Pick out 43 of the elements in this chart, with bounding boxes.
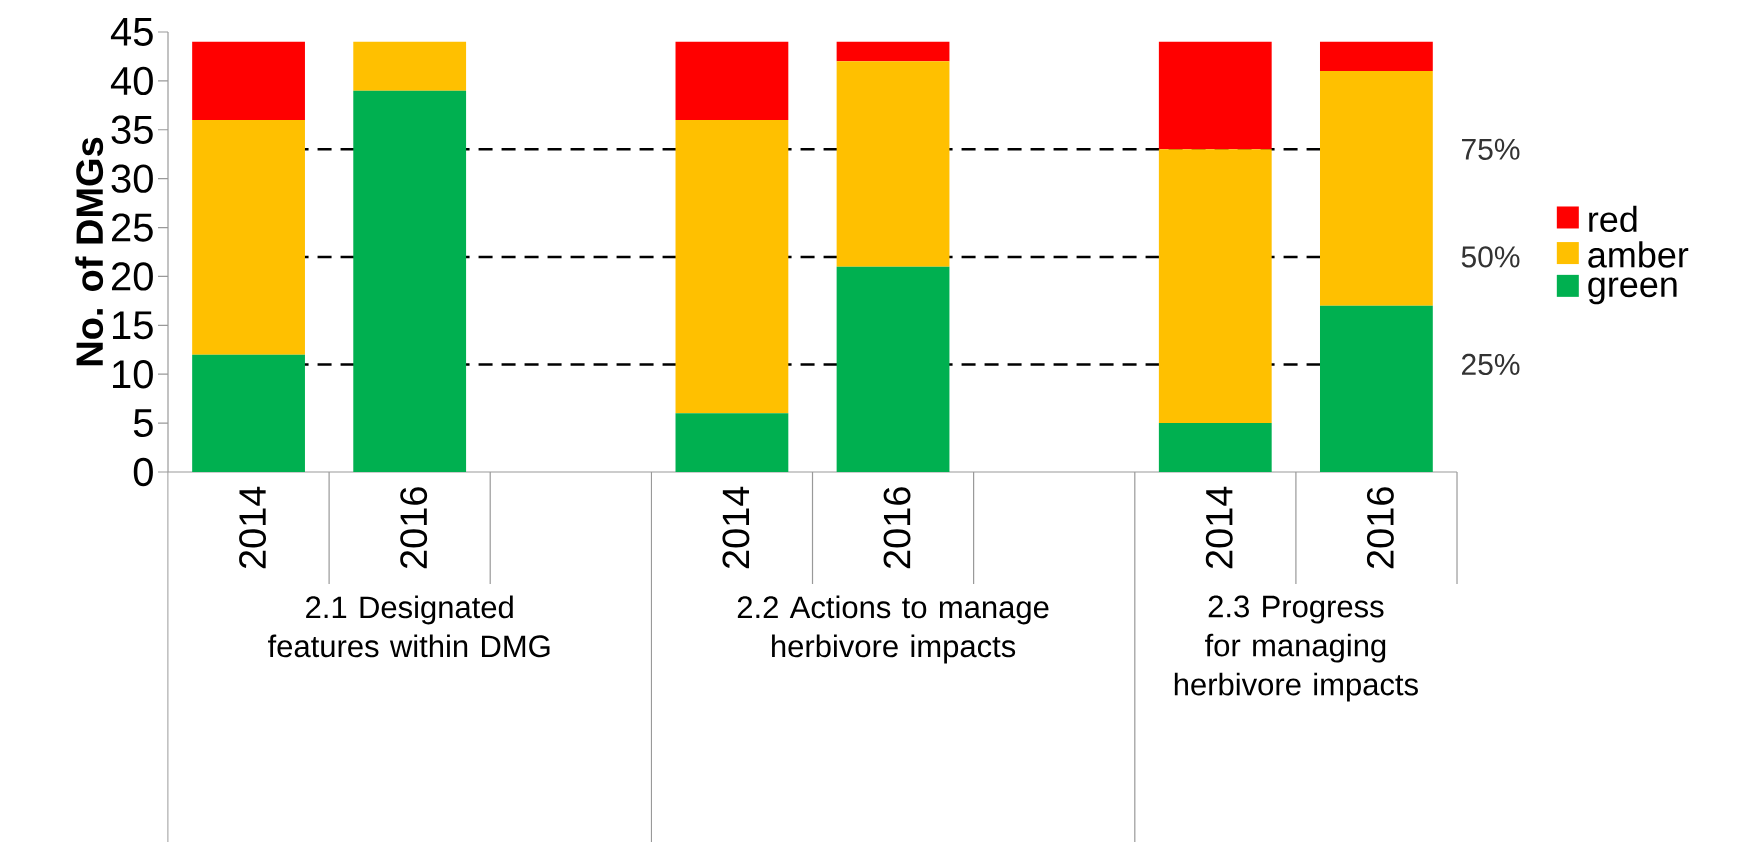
x-tick-label: 2016	[400, 487, 428, 569]
text: 50%	[1461, 246, 1520, 268]
y-tick-label: 25	[111, 213, 153, 242]
x-tick-label: 2014	[722, 486, 750, 569]
x-tick-label: 2014	[1205, 486, 1233, 569]
bar	[192, 120, 305, 355]
x-tick-label: 2014	[239, 486, 267, 569]
bar	[1319, 305, 1433, 473]
x-tick-label: 2016	[1366, 487, 1394, 569]
bar	[1319, 71, 1433, 306]
y-tick-label: 15	[113, 311, 153, 340]
y-tick-label: 40	[110, 66, 153, 96]
bar	[675, 120, 789, 414]
bar	[353, 90, 467, 473]
bar	[1158, 41, 1272, 150]
bar	[1319, 41, 1433, 72]
bar	[192, 354, 305, 473]
bar	[836, 266, 950, 473]
x-tick-label: 2016	[883, 487, 911, 569]
bar	[192, 41, 305, 121]
bar	[836, 61, 950, 267]
y-tick-label: 35	[111, 115, 153, 145]
text: 2.1 Designated features within DMG	[268, 595, 550, 658]
bar	[836, 41, 950, 62]
legend-label: red	[1589, 205, 1637, 233]
y-tick-label: 45	[110, 18, 153, 47]
text: 2.2 Actions to manage herbivore impacts	[737, 595, 1049, 664]
text: 2.3 Progress for managing herbivore impacts	[1174, 595, 1418, 702]
bar	[675, 413, 789, 473]
text: 25%	[1461, 354, 1520, 376]
bar	[353, 41, 467, 91]
bar	[675, 41, 789, 121]
legend-label: amber	[1588, 241, 1689, 268]
y-tick-label: 10	[113, 360, 153, 389]
y-axis-title: No. of DMGs	[75, 138, 104, 366]
legend-label: green	[1588, 277, 1677, 305]
bar	[1158, 149, 1272, 424]
text: 75%	[1462, 138, 1520, 161]
y-tick-label: 5	[133, 409, 153, 438]
y-tick-label: 0	[133, 458, 153, 487]
y-tick-label: 20	[111, 262, 153, 291]
bar	[1158, 423, 1272, 473]
y-tick-label: 30	[111, 164, 153, 194]
